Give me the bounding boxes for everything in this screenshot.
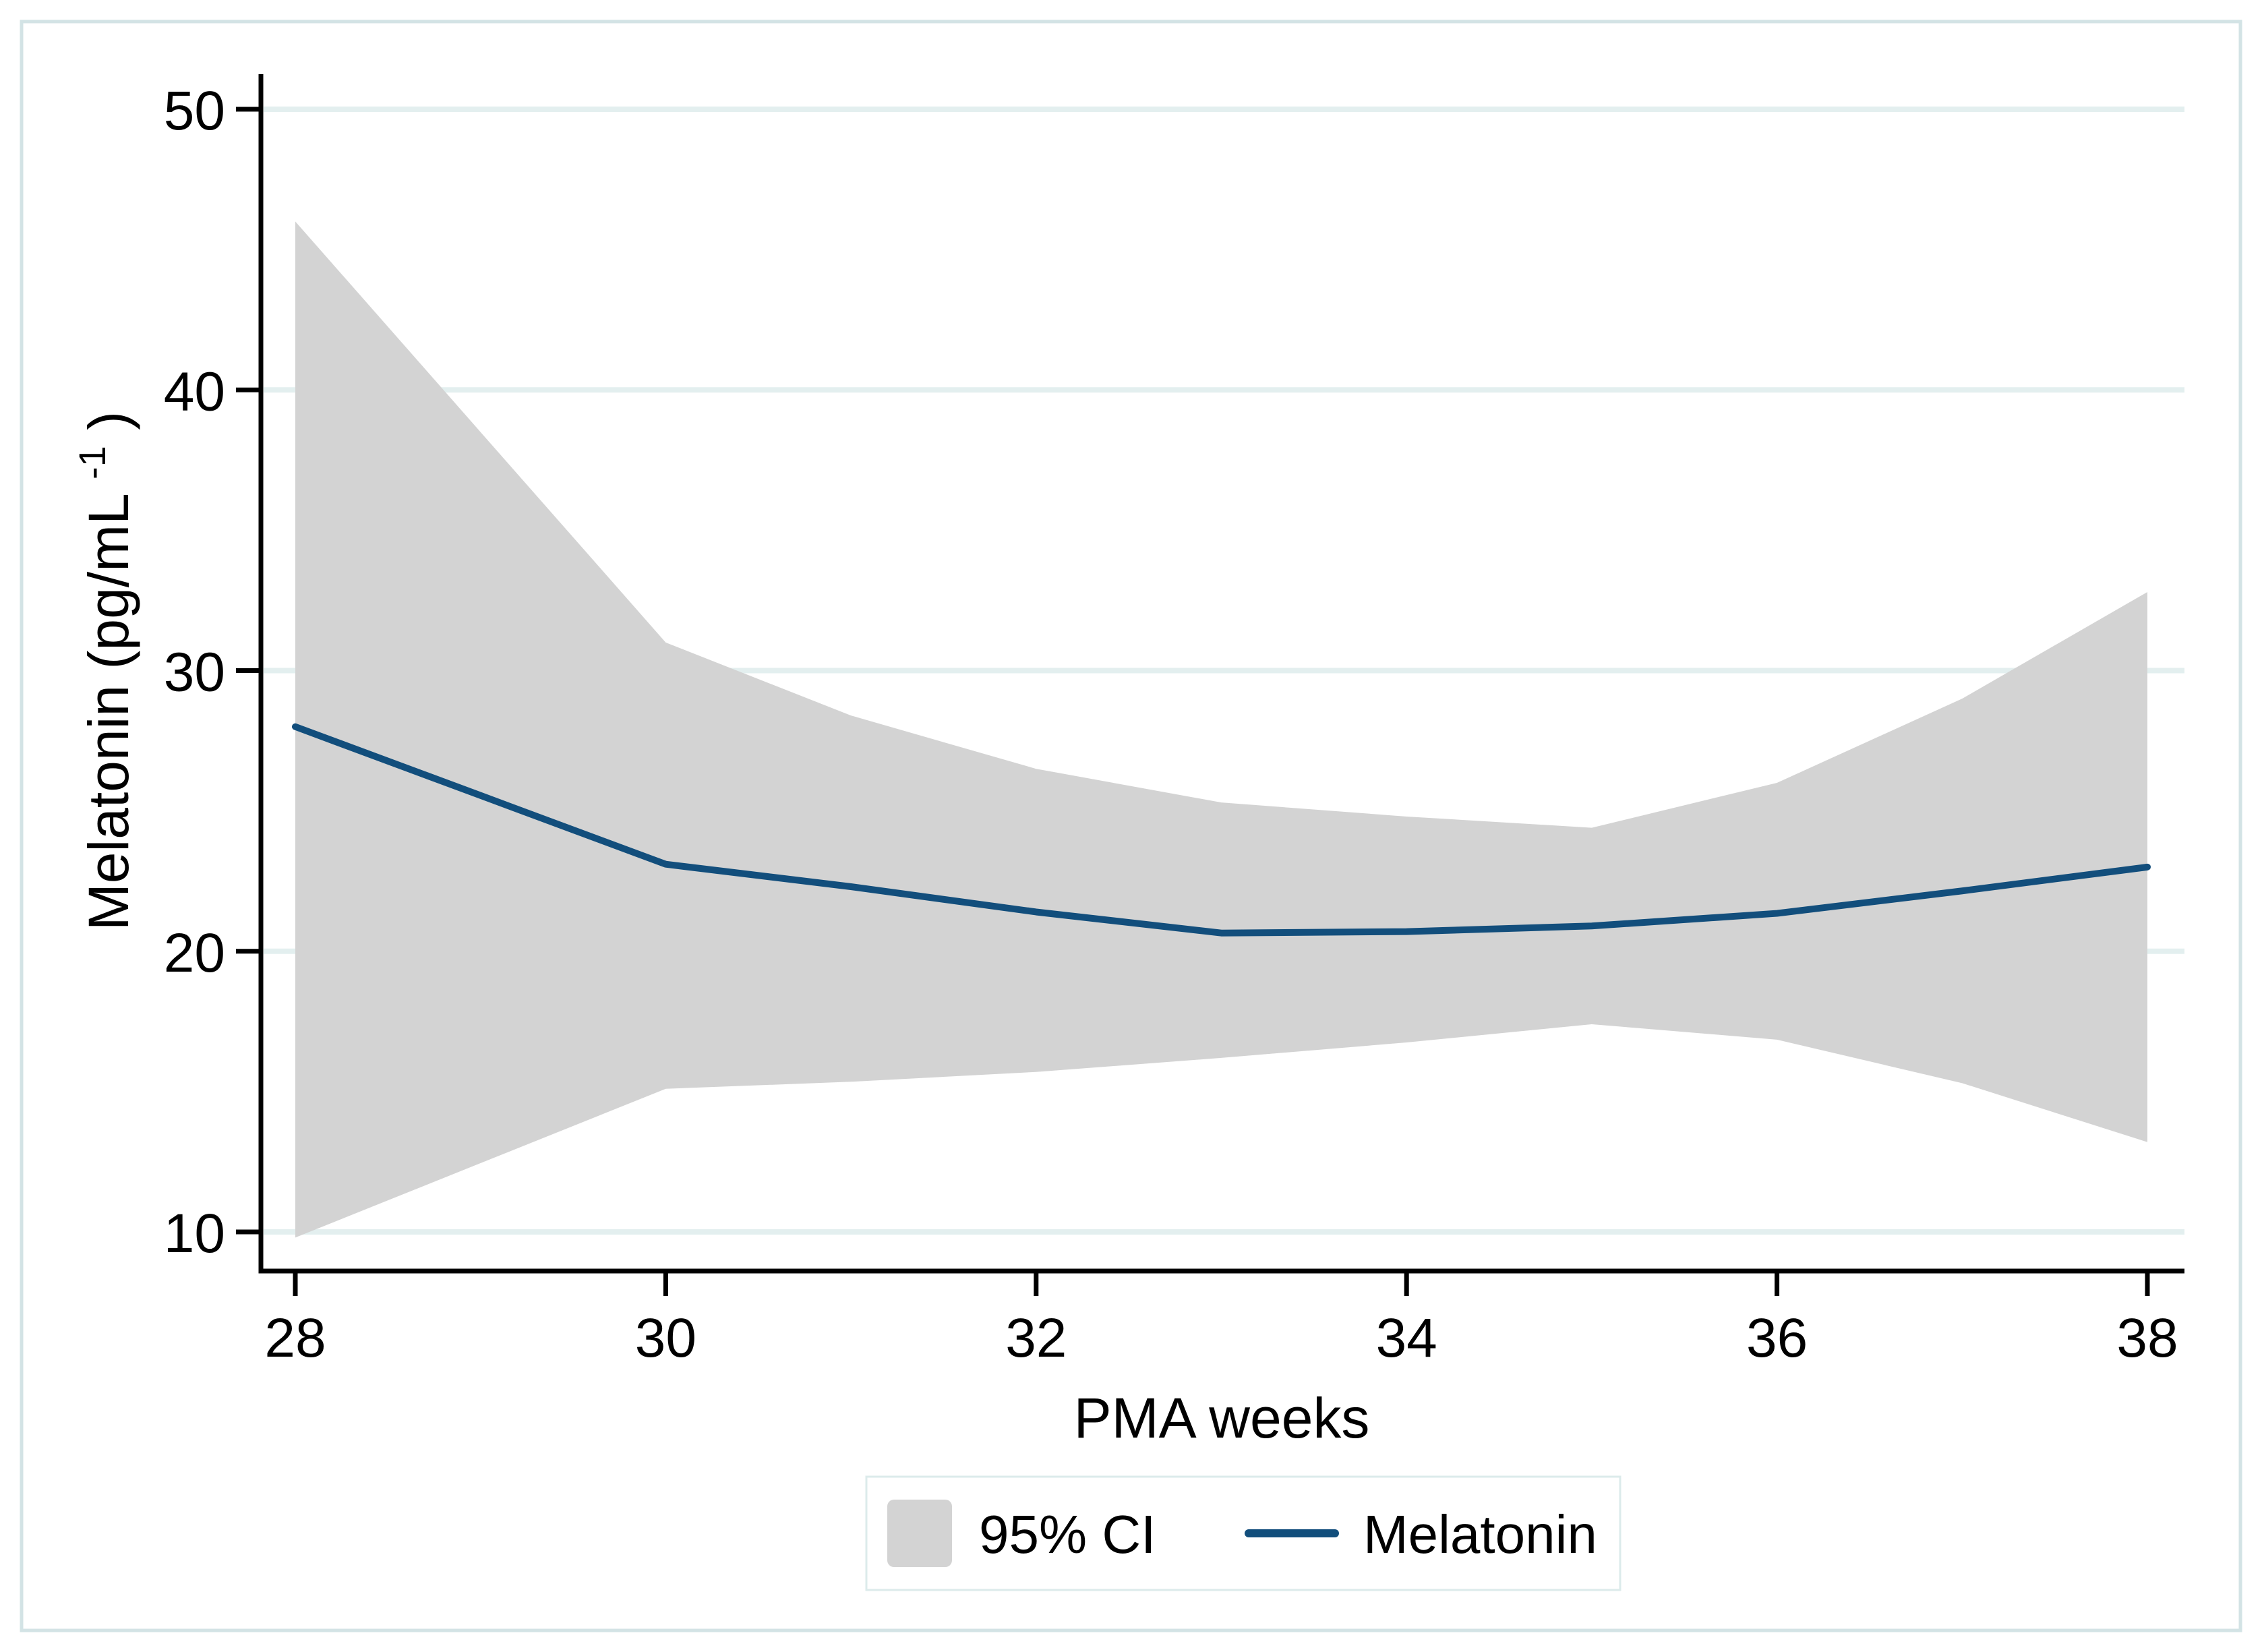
y-axis-title: Melatonin (pg/mL -1 ): [54, 411, 140, 931]
legend-box: [865, 1475, 1621, 1591]
x-tick-label: 30: [635, 1307, 696, 1369]
x-tick-label: 36: [1746, 1307, 1808, 1369]
x-tick-label: 32: [1005, 1307, 1067, 1369]
legend-ci-swatch-icon: [887, 1500, 952, 1567]
y-axis-title-superscript: -1: [71, 446, 113, 479]
ci-band: [295, 221, 2147, 1238]
y-tick-label: 40: [164, 361, 225, 422]
x-tick-label: 38: [2116, 1307, 2178, 1369]
x-axis-title: PMA weeks: [1074, 1386, 1370, 1450]
y-tick-label: 30: [164, 642, 225, 703]
x-ticks: [293, 1271, 2150, 1296]
legend: 95% CI Melatonin: [865, 1475, 1621, 1591]
legend-ci-label: 95% CI: [979, 1504, 1156, 1564]
figure-border: [20, 20, 2242, 1632]
y-axis-title-suffix: ): [77, 411, 140, 430]
y-tick-labels: 10 20 30 40 50: [164, 80, 225, 1264]
y-tick-label: 20: [164, 922, 225, 984]
x-tick-label: 28: [264, 1307, 326, 1369]
y-tick-label: 50: [164, 80, 225, 142]
x-tick-labels: 28 30 32 34 36 38: [264, 1307, 2178, 1369]
y-ticks: [236, 107, 261, 1235]
y-tick-label: 10: [164, 1203, 225, 1264]
y-axis-title-prefix: Melatonin (pg/mL: [77, 495, 140, 931]
melatonin-line: [292, 723, 2151, 937]
x-tick-label: 34: [1376, 1307, 1437, 1369]
legend-line-label: Melatonin: [1363, 1504, 1597, 1564]
